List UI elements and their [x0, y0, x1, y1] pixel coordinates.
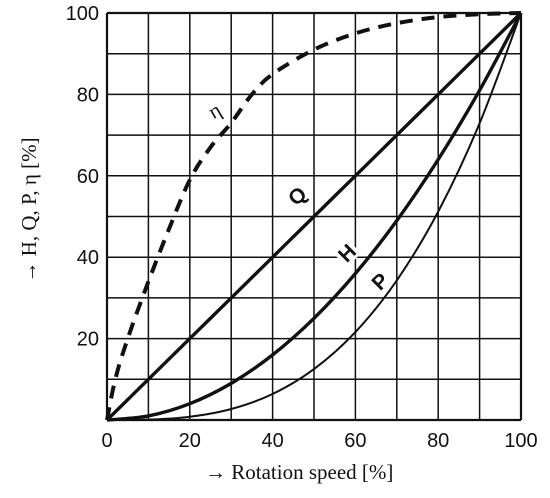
x-tick-label: 100 — [504, 430, 537, 452]
series-label-series-q: Q — [284, 183, 312, 211]
label-background — [281, 180, 312, 211]
y-tick-label: 80 — [77, 84, 99, 106]
y-tick-label: 40 — [77, 247, 99, 269]
series-label-series-h: H — [334, 240, 361, 267]
x-tick-label: 60 — [344, 430, 366, 452]
ticks: 0 20 40 60 80 100 20 40 60 80 100 — [66, 3, 538, 452]
x-tick-label: 0 — [101, 430, 112, 452]
series-h-line — [106, 12, 523, 422]
x-tick-label: 20 — [179, 430, 201, 452]
y-tick-label: 60 — [77, 166, 99, 188]
grid — [105, 11, 523, 422]
label-background — [331, 237, 362, 268]
label-background — [364, 266, 395, 296]
x-tick-label: 40 — [261, 430, 283, 452]
series-p-line — [106, 12, 522, 421]
y-axis-label: → H, Q, P, η [%] — [17, 137, 41, 282]
x-axis-label: → Rotation speed [%] — [205, 460, 393, 484]
series-eta-line — [105, 11, 522, 421]
y-tick-label: 100 — [66, 3, 99, 25]
x-tick-label: 80 — [427, 430, 449, 452]
series-q-line — [105, 11, 523, 422]
curves — [105, 11, 523, 422]
label-background — [199, 95, 229, 125]
y-tick-label: 20 — [77, 329, 99, 351]
